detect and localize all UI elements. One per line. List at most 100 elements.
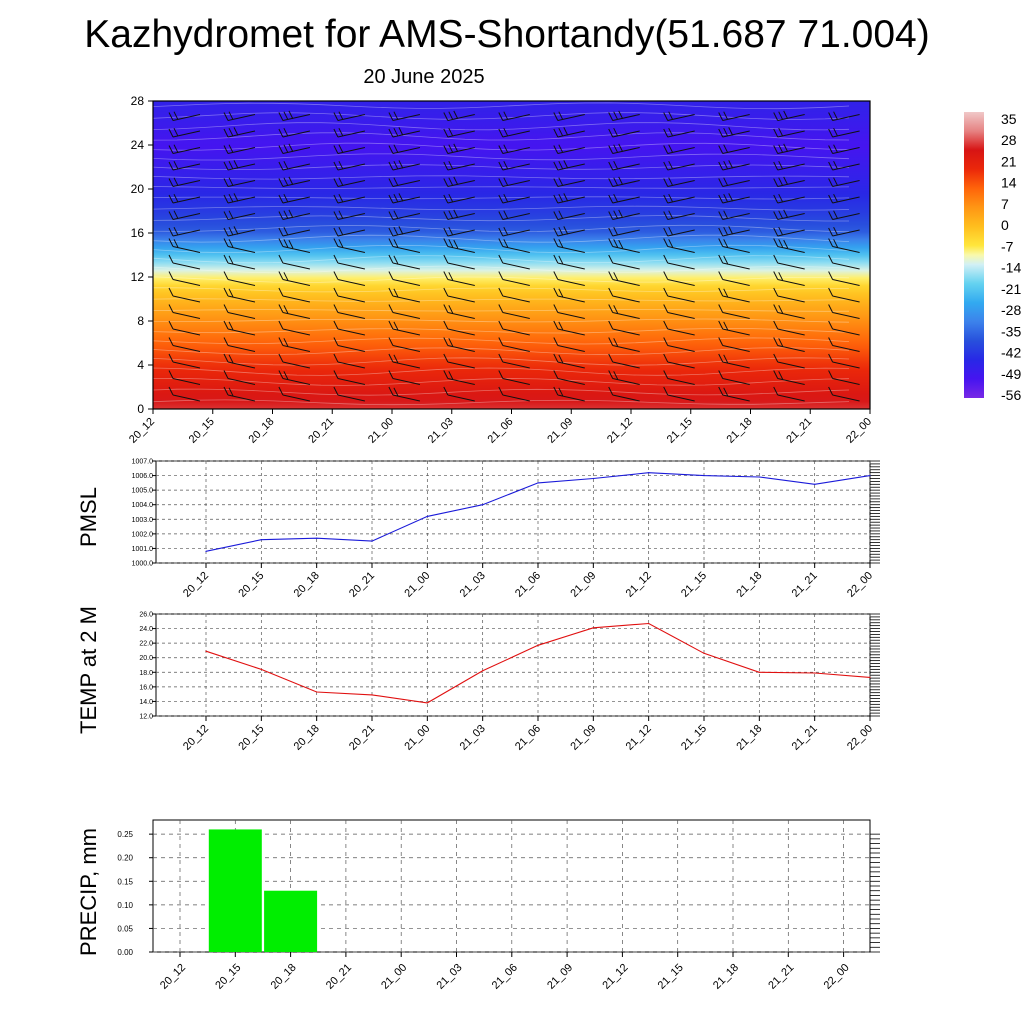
wind-barb bbox=[553, 210, 585, 220]
wind-barb bbox=[498, 238, 530, 253]
wind-barb bbox=[773, 320, 805, 336]
wind-barb bbox=[553, 193, 585, 204]
wind-barb bbox=[388, 337, 421, 352]
wind-barb bbox=[278, 287, 311, 303]
wind-barb bbox=[773, 176, 805, 187]
wind-barb bbox=[718, 386, 750, 402]
wind-barb bbox=[168, 226, 201, 237]
heatmap-x-tick-label: 21_18 bbox=[725, 416, 755, 446]
wind-barb bbox=[223, 210, 256, 220]
x-tick-label: 20_21 bbox=[347, 570, 377, 600]
wind-barb bbox=[223, 353, 256, 369]
wind-barb bbox=[388, 177, 421, 187]
contour-line bbox=[153, 224, 850, 233]
wind-barb bbox=[278, 209, 311, 220]
wind-barb bbox=[443, 337, 475, 352]
y-tick-label: 1003.0 bbox=[132, 517, 154, 524]
wind-barb bbox=[553, 370, 585, 385]
wind-barb bbox=[773, 226, 805, 237]
wind-barb bbox=[718, 320, 750, 336]
wind-barb bbox=[608, 176, 640, 187]
x-tick-label: 22_00 bbox=[845, 570, 875, 600]
x-tick-label: 20_15 bbox=[236, 570, 266, 600]
wind-barb bbox=[773, 353, 805, 369]
wind-barb bbox=[718, 337, 750, 352]
wind-barb bbox=[773, 386, 805, 402]
contour-line bbox=[153, 142, 850, 151]
y-tick-label: 22.0 bbox=[139, 641, 153, 648]
wind-barb bbox=[223, 271, 256, 286]
y-tick-label: 0.20 bbox=[117, 854, 133, 863]
wind-barb bbox=[278, 304, 311, 319]
wind-barb bbox=[278, 254, 311, 270]
wind-barb bbox=[168, 370, 201, 385]
wind-barb bbox=[223, 238, 256, 253]
wind-barb bbox=[718, 370, 750, 385]
x-tick-label: 20_21 bbox=[347, 723, 377, 753]
wind-barb bbox=[498, 144, 530, 154]
wind-barb bbox=[828, 271, 860, 286]
wind-barb bbox=[553, 386, 585, 402]
wind-barb bbox=[498, 127, 530, 138]
y-tick-label: 1005.0 bbox=[132, 488, 154, 495]
data-point bbox=[814, 483, 816, 485]
wind-barb bbox=[443, 193, 475, 204]
wind-barb bbox=[278, 370, 311, 385]
wind-barb bbox=[553, 337, 585, 352]
wind-barb bbox=[223, 111, 256, 121]
heatmap-x-tick-label: 21_00 bbox=[366, 416, 396, 446]
contour-line bbox=[153, 215, 849, 222]
wind-barb bbox=[608, 143, 640, 154]
wind-barb bbox=[443, 370, 475, 385]
wind-barb bbox=[718, 111, 750, 121]
x-tick-label: 21_00 bbox=[379, 962, 409, 992]
wind-barb bbox=[828, 111, 860, 121]
wind-barb bbox=[168, 304, 201, 319]
wind-barb bbox=[608, 238, 640, 253]
contour-line bbox=[153, 337, 850, 345]
wind-barb bbox=[278, 353, 311, 369]
wind-barb bbox=[498, 177, 530, 187]
data-point bbox=[703, 652, 705, 654]
wind-barb bbox=[773, 160, 805, 171]
colorbar-label: -42 bbox=[1001, 345, 1021, 361]
wind-barb bbox=[333, 111, 366, 121]
contour-line bbox=[153, 347, 850, 356]
wind-barb bbox=[168, 287, 201, 303]
precip-bar bbox=[208, 829, 262, 952]
wind-barb bbox=[223, 287, 256, 303]
wind-barb bbox=[223, 370, 256, 385]
wind-barb bbox=[443, 287, 475, 303]
wind-barb bbox=[278, 193, 311, 204]
contour-line bbox=[153, 357, 850, 366]
contour-line bbox=[153, 132, 850, 141]
wind-barb bbox=[718, 254, 750, 270]
wind-barb bbox=[663, 177, 695, 187]
wind-barb bbox=[388, 320, 421, 336]
heatmap-x-tick-label: 22_00 bbox=[844, 416, 874, 446]
wind-barb bbox=[168, 271, 201, 286]
data-point bbox=[426, 515, 428, 517]
wind-barb bbox=[168, 386, 201, 402]
wind-barb bbox=[443, 304, 475, 319]
wind-barb bbox=[278, 386, 311, 402]
data-point bbox=[648, 472, 650, 474]
wind-barb bbox=[608, 304, 640, 319]
x-tick-label: 21_00 bbox=[402, 723, 432, 753]
contour-line bbox=[153, 234, 850, 243]
y-tick-label: 1000.0 bbox=[132, 561, 154, 568]
x-tick-label: 21_18 bbox=[734, 570, 764, 600]
colorbar-label: -56 bbox=[1001, 387, 1021, 403]
data-point bbox=[703, 474, 705, 477]
x-tick-label: 21_03 bbox=[435, 962, 465, 992]
wind-barb bbox=[333, 370, 366, 385]
contour-line bbox=[153, 255, 850, 264]
wind-barb bbox=[663, 287, 695, 303]
wind-barb bbox=[168, 353, 201, 369]
data-point bbox=[205, 550, 207, 552]
wind-barb bbox=[663, 353, 695, 369]
heatmap-y-tick-label: 24 bbox=[131, 138, 145, 152]
wind-barb bbox=[553, 111, 585, 121]
heatmap-x-tick-label: 21_15 bbox=[665, 416, 695, 446]
wind-barb bbox=[498, 320, 530, 336]
